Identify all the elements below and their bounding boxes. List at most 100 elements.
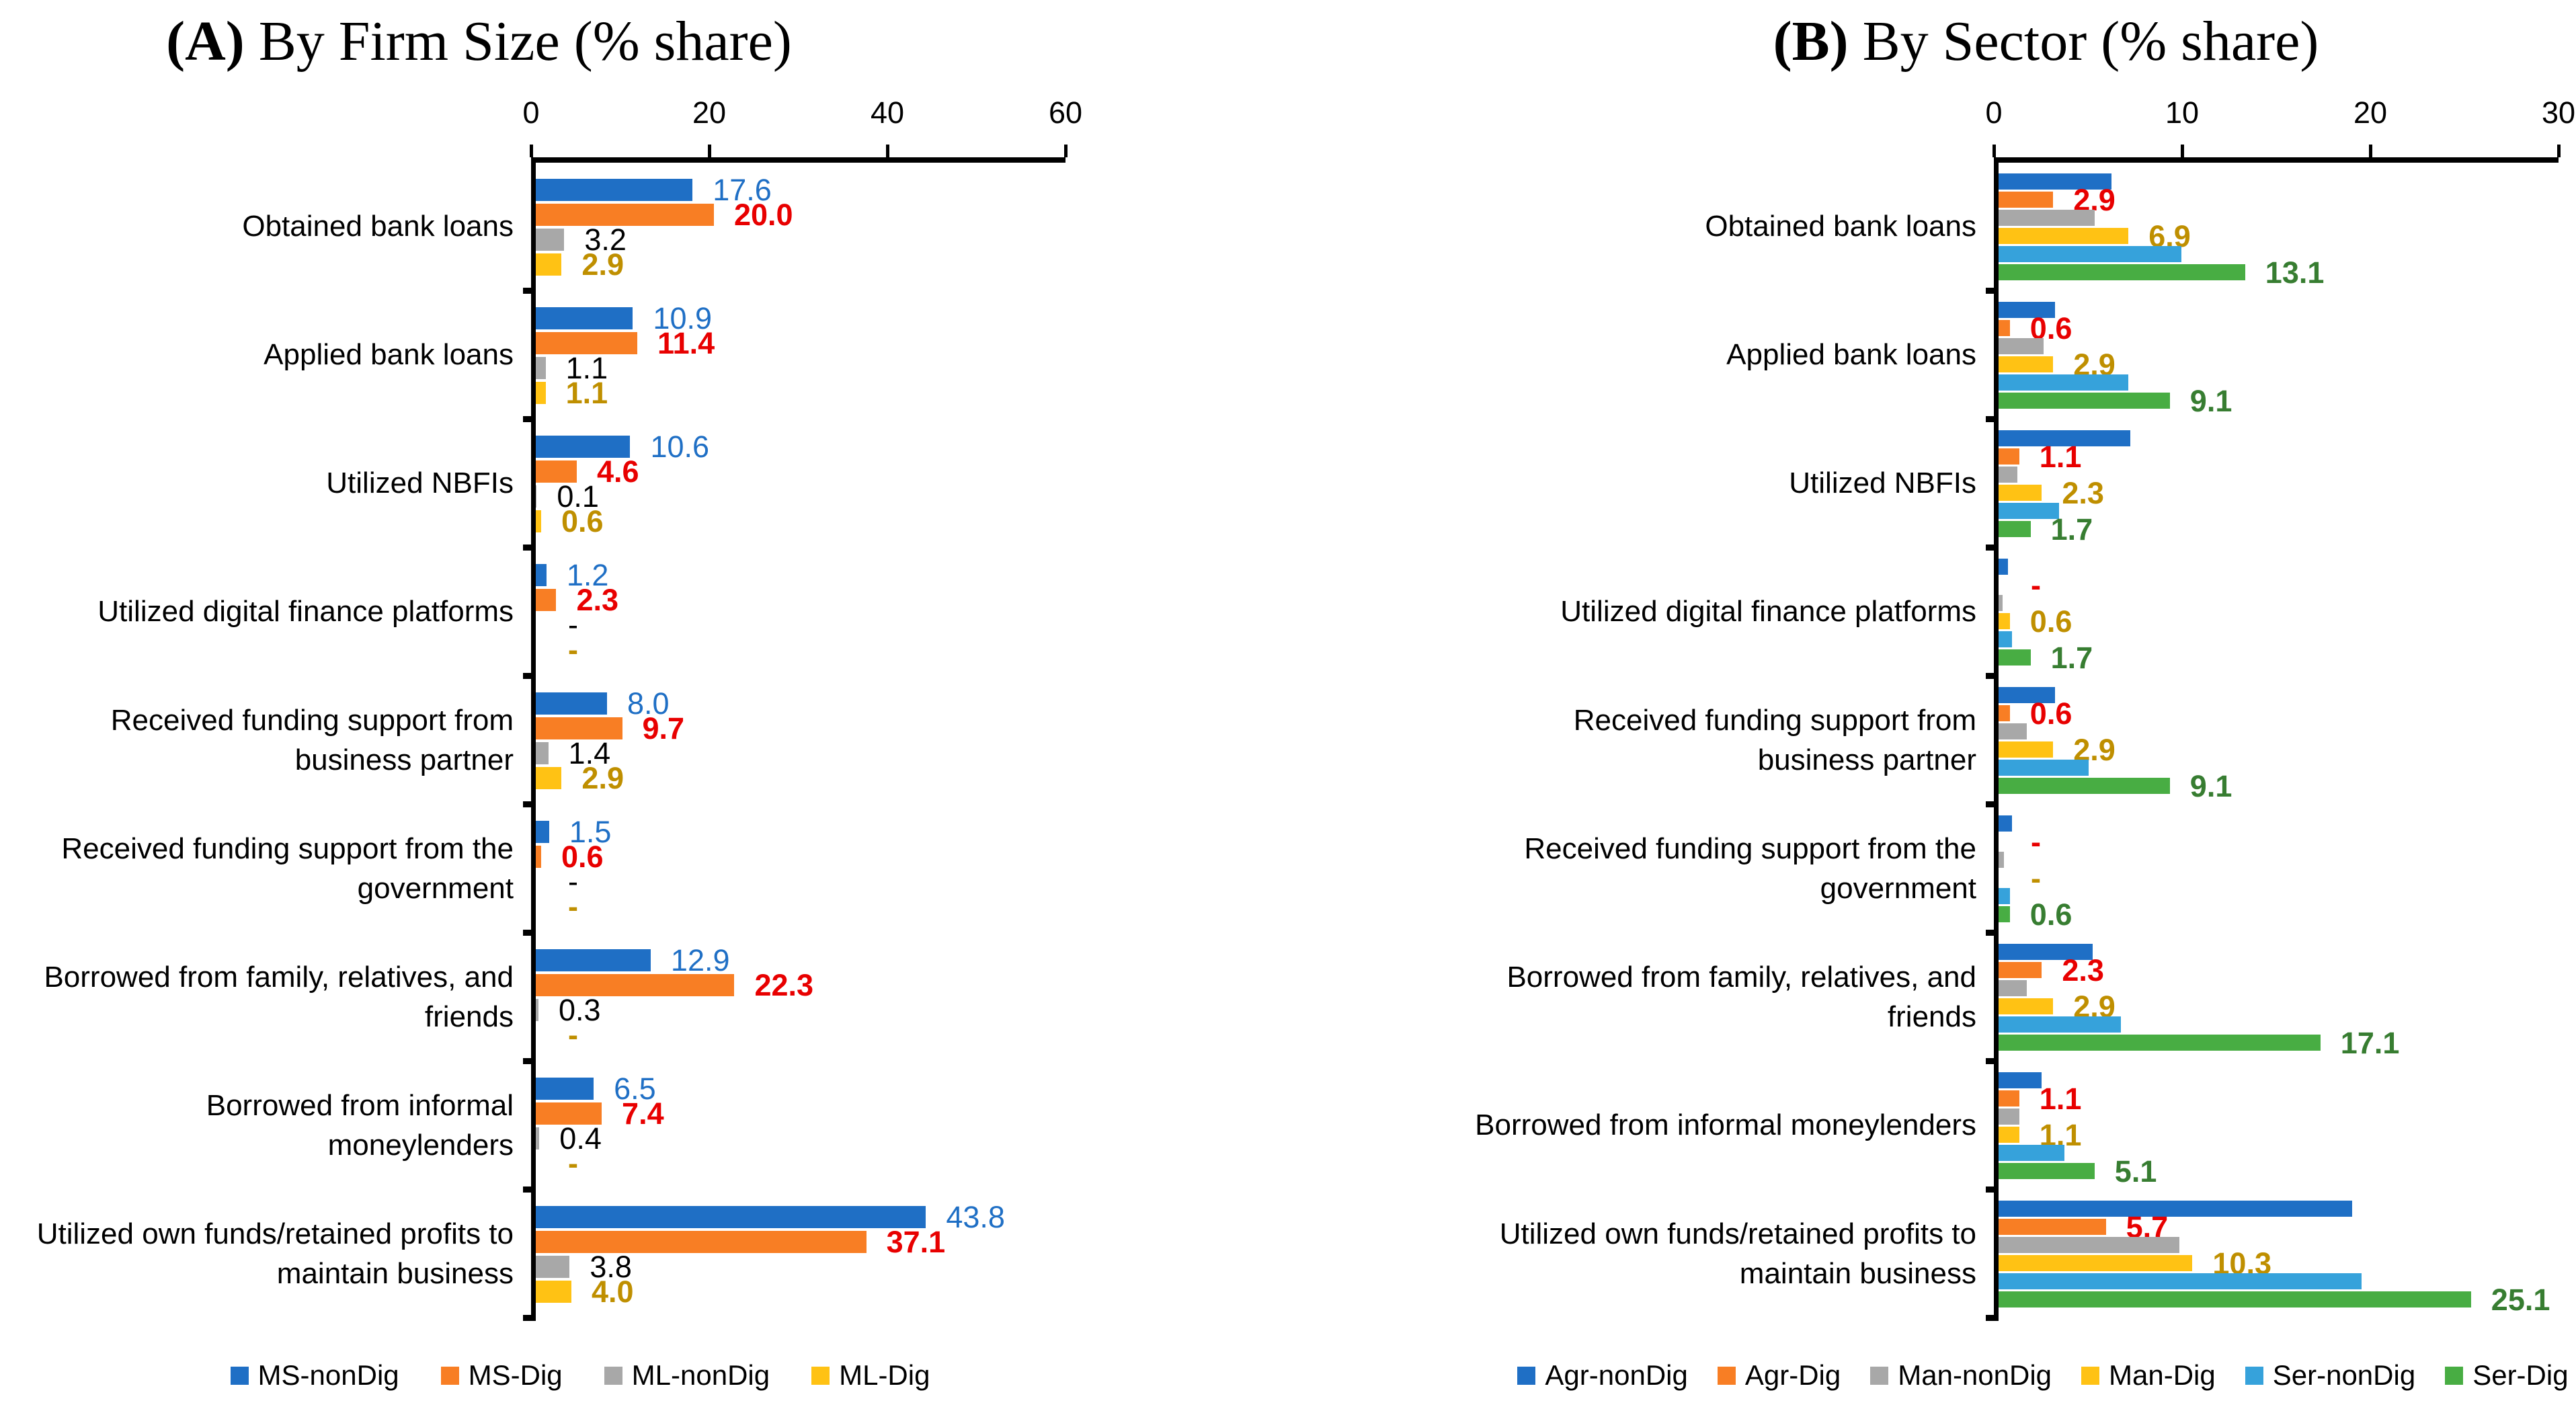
category-label: Obtained bank loans — [242, 210, 514, 243]
bar-agr-nondig — [1999, 944, 2093, 960]
legend-swatch — [230, 1366, 249, 1385]
legend-item-man-nondig: Man-nonDig — [1870, 1359, 2052, 1392]
bar-ms-dig — [536, 203, 714, 226]
category-label: Received funding support from the govern… — [1524, 832, 1976, 905]
bar-ser-dig — [1999, 778, 2170, 794]
category-row: Applied bank loans 0.6 2.9 9.1 — [1288, 291, 2576, 422]
category-row: Borrowed from family, relatives, and fri… — [27, 933, 1288, 1064]
bar-line: 4.0 — [536, 1277, 1070, 1307]
category-label: Borrowed from family, relatives, and fri… — [44, 961, 514, 1033]
value-label: 6.5 — [614, 1071, 656, 1106]
bar-line: 1.1 — [536, 378, 1070, 408]
value-label: 20.0 — [733, 197, 793, 232]
panel-b-title-text: By Sector (% share) — [1848, 10, 2319, 73]
bar-man-dig — [1999, 1255, 2193, 1271]
bar-ser-nondig — [1999, 1145, 2064, 1161]
legend-label: Agr-Dig — [1744, 1359, 1841, 1391]
bar-ser-nondig — [1999, 246, 2181, 262]
value-label: 9.1 — [2189, 383, 2232, 418]
category-label: Borrowed from informal moneylenders — [206, 1089, 514, 1162]
panel-a-x-axis: 0 20 40 60 — [522, 77, 1082, 163]
legend-swatch — [2081, 1366, 2100, 1385]
bar-group: 10.9 11.4 1.1 1.1 — [523, 291, 1070, 422]
legend-item-ser-dig: Ser-Dig — [2445, 1359, 2569, 1392]
bar-man-dig — [1999, 1127, 2019, 1143]
bar-line: 6.5 — [536, 1074, 1070, 1104]
bar-ms-nondig — [536, 563, 547, 586]
panel-a-title: (A) By Firm Size (% share) — [27, 9, 1065, 77]
bar-agr-dig — [1999, 448, 2019, 465]
value-label: 11.4 — [657, 325, 715, 360]
bar-agr-nondig — [1999, 559, 2008, 575]
panel-b-chart: 0 10 20 30 Obtained bank loans 2.9 6.9 13.1 App… — [1288, 77, 2576, 1321]
bar-line: 9.1 — [1999, 386, 2563, 416]
bar-ser-nondig — [1999, 888, 2010, 904]
legend-swatch — [440, 1366, 459, 1385]
value-label: - — [568, 889, 578, 924]
axis-tick-mark — [2557, 145, 2561, 157]
value-label: - — [568, 632, 578, 667]
axis-tick-mark — [2180, 145, 2184, 157]
value-label: 25.1 — [2491, 1282, 2550, 1317]
bar-ms-dig — [536, 1102, 602, 1125]
bar-line — [1999, 687, 2563, 703]
bar-line — [1999, 631, 2563, 647]
bar-ms-nondig — [536, 820, 549, 843]
value-label: 13.1 — [2265, 255, 2325, 290]
bar-line: - — [1999, 570, 2563, 600]
bar-ml-nondig — [536, 998, 538, 1021]
legend-swatch — [1717, 1366, 1736, 1385]
bar-ml-nondig — [536, 228, 565, 251]
panel-a-title-text: By Firm Size (% share) — [244, 10, 792, 73]
bar-line: 1.2 — [536, 560, 1070, 590]
bar-ser-nondig — [1999, 503, 2059, 519]
category-row: Received funding support from business p… — [1288, 676, 2576, 807]
bar-man-dig — [1999, 741, 2054, 758]
bar-line: 2.3 — [1999, 478, 2563, 508]
axis-tick-label: 30 — [2541, 95, 2576, 130]
legend-item-ms-dig: MS-Dig — [440, 1359, 563, 1392]
bar-line: - — [536, 891, 1070, 922]
bar-line: - — [536, 1020, 1070, 1050]
bar-line: 1.5 — [536, 817, 1070, 847]
bar-ser-nondig — [1999, 631, 2012, 647]
value-label: 1.7 — [2050, 640, 2093, 675]
bar-ser-nondig — [1999, 1273, 2362, 1289]
bar-agr-nondig — [1999, 302, 2055, 318]
bar-line — [1999, 1273, 2563, 1289]
bar-line — [1999, 246, 2563, 262]
bar-line: 2.9 — [1999, 735, 2563, 765]
bar-ms-dig — [536, 331, 638, 354]
bar-man-dig — [1999, 998, 2054, 1014]
bar-line: 0.1 — [536, 481, 1070, 512]
bar-line — [1999, 338, 2563, 354]
bar-line — [1999, 1072, 2563, 1088]
bar-line: 1.1 — [1999, 442, 2563, 472]
bar-line: 17.6 — [536, 175, 1070, 205]
bar-line: - — [536, 635, 1070, 665]
value-label: - — [2031, 860, 2041, 895]
bar-ser-dig — [1999, 1035, 2321, 1051]
value-label: 1.2 — [566, 557, 609, 592]
axis-tick-label: 20 — [692, 95, 727, 130]
legend-label: Man-nonDig — [1898, 1359, 2052, 1391]
panel-a-chart: 0 20 40 60 Obtained bank loans 17.6 20.0 3.2 2.… — [0, 77, 1288, 1321]
bar-ml-nondig — [536, 356, 546, 379]
bar-line — [1999, 1237, 2563, 1253]
bar-agr-nondig — [1999, 430, 2130, 446]
category-row: Borrowed from family, relatives, and fri… — [1288, 933, 2576, 1064]
bar-line: 37.1 — [536, 1227, 1070, 1257]
bar-ms-dig — [536, 717, 622, 739]
bar-man-nondig — [1999, 210, 2095, 226]
bar-line: 1.7 — [1999, 643, 2563, 673]
bar-line: - — [536, 610, 1070, 640]
bar-line — [1999, 173, 2563, 190]
value-label: - — [568, 1017, 578, 1052]
bar-line: 9.7 — [536, 713, 1070, 743]
panel-b-title-prefix: (B) — [1773, 10, 1849, 73]
bar-ser-dig — [1999, 1163, 2095, 1179]
bar-ml-nondig — [536, 1127, 540, 1150]
bar-ms-nondig — [536, 178, 693, 201]
value-label: 1.1 — [565, 375, 608, 410]
bar-line — [1999, 1201, 2563, 1217]
